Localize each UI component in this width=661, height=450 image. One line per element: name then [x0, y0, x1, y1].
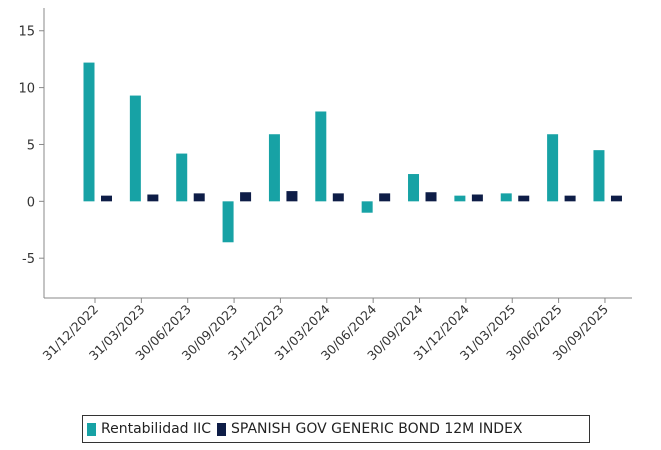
- bar-rentabilidad: [222, 201, 234, 243]
- legend-swatch-rentabilidad: [87, 422, 96, 436]
- bar-benchmark: [101, 195, 112, 202]
- bar-benchmark: [332, 193, 344, 202]
- bar-rentabilidad: [593, 150, 605, 202]
- legend-item-rentabilidad: Rentabilidad IIC: [87, 421, 211, 437]
- bar-rentabilidad: [83, 62, 95, 202]
- legend-item-benchmark: SPANISH GOV GENERIC BOND 12M INDEX: [217, 421, 523, 437]
- legend-swatch-benchmark: [217, 422, 227, 436]
- y-tick-label: 10: [18, 82, 35, 97]
- bar-benchmark: [379, 193, 391, 202]
- legend-label-rentabilidad: Rentabilidad IIC: [101, 421, 212, 437]
- bar-rentabilidad: [454, 195, 466, 202]
- bar-rentabilidad: [129, 95, 141, 202]
- bar-benchmark: [286, 191, 298, 202]
- bar-rentabilidad: [176, 153, 188, 202]
- y-tick-label: 15: [18, 25, 35, 40]
- legend-label-benchmark: SPANISH GOV GENERIC BOND 12M INDEX: [231, 421, 523, 437]
- y-tick-label: -5: [22, 252, 35, 267]
- bar-rentabilidad: [500, 193, 512, 202]
- y-tick-label: 0: [27, 195, 35, 210]
- bar-rentabilidad: [268, 134, 280, 202]
- bar-benchmark: [240, 192, 252, 202]
- chart-legend: Rentabilidad IIC SPANISH GOV GENERIC BON…: [82, 415, 590, 443]
- bar-rentabilidad: [361, 201, 373, 213]
- bar-benchmark: [425, 192, 437, 202]
- bar-rentabilidad: [547, 134, 559, 202]
- y-tick-label: 5: [27, 138, 35, 153]
- bar-rentabilidad: [408, 174, 420, 202]
- bar-benchmark: [147, 194, 159, 202]
- bar-rentabilidad: [315, 111, 327, 202]
- bar-benchmark: [471, 194, 483, 202]
- bar-benchmark: [193, 193, 205, 202]
- bar-benchmark: [610, 195, 622, 202]
- bar-benchmark: [564, 195, 576, 202]
- bar-benchmark: [518, 195, 530, 202]
